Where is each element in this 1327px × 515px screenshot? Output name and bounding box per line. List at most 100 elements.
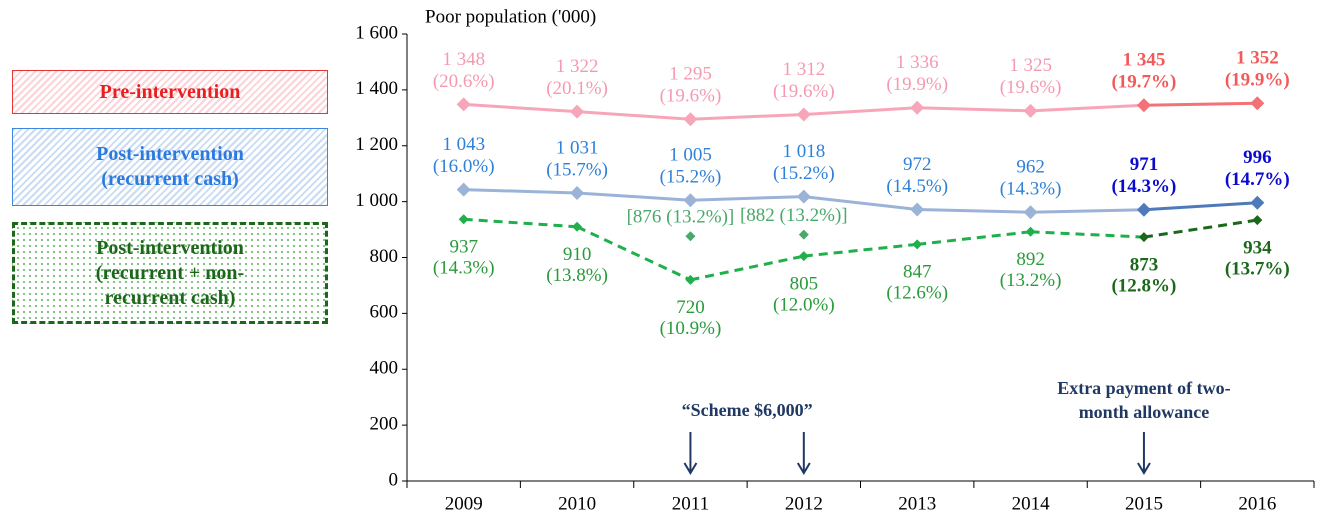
series-line [1030,103,1145,113]
point [1250,195,1265,210]
value-label: 937 [449,237,478,258]
point [683,112,698,127]
x-tick-label: 2013 [898,493,936,514]
series-line [917,230,1031,246]
series-line [1030,230,1145,239]
point [1138,232,1149,243]
series-line [803,106,918,116]
point [796,107,811,122]
series-line [463,188,578,195]
value-label: 996 [1243,147,1272,168]
legend-entry: Pre-intervention [12,70,328,114]
value-label: 1 336 [896,52,939,73]
y-tick-label: 0 [389,469,399,490]
x-tick-label: 2015 [1125,493,1163,514]
rate-label: (19.6%) [660,86,722,107]
value-label: 1 348 [442,49,485,70]
legend-entry: Post-intervention (recurrent + non-recur… [12,222,328,324]
value-label: 805 [790,273,819,294]
legend-entry: Post-intervention (recurrent cash) [12,128,328,206]
series-line [576,225,692,282]
series-line [690,254,805,282]
rate-label: (19.9%) [886,74,948,95]
rate-label: (14.7%) [1225,169,1290,190]
point [910,202,925,217]
annotation: “Scheme $6,000” [681,400,813,420]
point [798,251,809,262]
y-tick-label: 1 400 [355,78,398,99]
value-label: 934 [1243,237,1272,258]
series-line [1143,218,1258,239]
rate-label: (12.6%) [886,283,948,304]
point [1023,103,1038,118]
value-label: 1 352 [1236,48,1279,69]
series-line [463,217,578,229]
series-line [690,112,804,121]
rate-label: (13.8%) [546,265,608,286]
rate-label: (10.9%) [660,318,722,339]
series-line [1143,201,1258,212]
arrow-head [796,462,811,475]
y-tick-label: 1 600 [355,22,398,43]
y-tick-label: 600 [370,302,399,323]
series-line [917,207,1031,214]
value-label: 972 [903,154,932,175]
point [910,100,925,115]
arrow-head [1137,462,1151,475]
value-label: 873 [1130,254,1159,275]
value-label: 1 322 [556,56,599,77]
point [683,193,698,208]
x-tick-label: 2014 [1012,493,1051,514]
y-tick-label: 1 000 [355,190,398,211]
point [912,239,923,250]
series-line [917,106,1031,113]
y-tick-label: 800 [370,246,399,267]
value-label: 1 031 [556,137,599,158]
value-label: 1 005 [669,145,712,166]
point [458,214,469,225]
rate-label: (14.3%) [1000,179,1062,200]
rate-label: (15.7%) [546,159,608,180]
alt-label: [876 (13.2%)] [627,207,735,228]
rate-label: (13.7%) [1225,258,1290,279]
value-label: 720 [676,297,705,318]
rate-label: (15.2%) [773,163,835,184]
rate-label: (14.3%) [1111,176,1176,197]
x-tick-label: 2010 [558,493,596,514]
series-line [576,110,691,121]
point [1025,226,1036,237]
value-label: 892 [1016,249,1045,270]
y-tick-label: 400 [370,358,399,379]
series-line [1030,208,1144,214]
point [1252,215,1263,226]
alt-point [798,229,809,240]
series-line [576,191,691,202]
alt-label: [882 (13.2%)] [740,205,848,226]
arrow-head [683,462,698,475]
point [1023,205,1038,220]
point [572,221,583,232]
alt-point [685,231,696,242]
y-tick-label: 200 [370,413,399,434]
annotation: Extra payment of two-month allowance [1057,378,1231,422]
x-tick-label: 2012 [785,493,823,514]
axis-title: Poor population ('000) [425,6,596,27]
y-tick-label: 1 200 [355,134,398,155]
rate-label: (19.9%) [1225,70,1290,91]
series-line [803,242,918,258]
rate-label: (20.1%) [546,78,608,99]
value-label: 1 312 [782,59,825,80]
value-label: 1 295 [669,64,712,85]
series-line [690,195,804,202]
value-label: 847 [903,262,932,283]
rate-label: (20.6%) [433,71,495,92]
point [685,274,696,285]
value-label: 1 018 [782,141,825,162]
rate-label: (13.2%) [1000,270,1062,291]
value-label: 910 [563,244,592,265]
point [456,97,471,112]
point [570,104,585,119]
point [456,182,471,197]
point [796,189,811,204]
